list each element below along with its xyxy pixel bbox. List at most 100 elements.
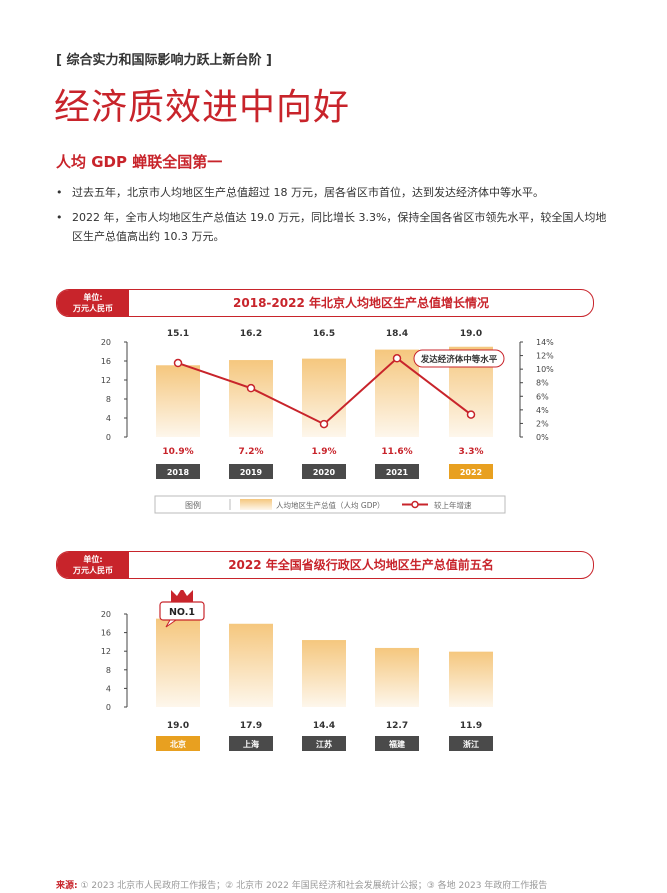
growth-point — [173, 358, 183, 368]
growth-point — [319, 419, 329, 429]
chart2-title: 2022 年全国省级行政区人均地区生产总值前五名 — [228, 558, 494, 572]
y-tick-label-right: 0% — [536, 433, 549, 442]
category-label: 北京 — [170, 739, 186, 749]
bar-value-label: 15.1 — [167, 329, 189, 339]
chart1-unit-label: 单位: — [83, 293, 103, 302]
y-tick-label-right: 14% — [536, 338, 554, 347]
category-label: 浙江 — [463, 739, 479, 749]
legend-bar-label: 人均地区生产总值（人均 GDP） — [276, 500, 385, 510]
y-tick-label: 12 — [101, 647, 111, 656]
growth-value-label: 11.6% — [381, 447, 412, 457]
bar — [156, 618, 200, 707]
bar-value-label: 19.0 — [460, 329, 482, 339]
y-tick-label-right: 2% — [536, 419, 549, 428]
bar — [375, 349, 419, 437]
category-label: 江苏 — [316, 739, 332, 749]
category-label: 上海 — [243, 739, 259, 749]
y-tick-label-left: 12 — [101, 376, 111, 385]
y-tick-label: 4 — [106, 684, 111, 693]
chart2-unit-label: 单位: — [83, 555, 103, 564]
bullet-list: 过去五年，北京市人均地区生产总值超过 18 万元，居各省区市首位，达到发达经济体… — [56, 183, 616, 252]
badge-box — [159, 601, 205, 621]
y-tick-label-right: 12% — [536, 352, 554, 361]
bar-value-label: 17.9 — [240, 721, 262, 731]
category-box — [302, 736, 346, 751]
y-tick-label-left: 16 — [101, 357, 111, 366]
category-box — [156, 464, 200, 479]
bar — [449, 651, 493, 707]
bar — [229, 360, 273, 437]
category-label: 2020 — [313, 468, 336, 477]
bullet-item: 过去五年，北京市人均地区生产总值超过 18 万元，居各省区市首位，达到发达经济体… — [56, 183, 616, 202]
source-note: 来源: ① 2023 北京市人民政府工作报告；② 北京市 2022 年国民经济和… — [56, 878, 547, 891]
chart2-province-ranking: 0 4 8 12 16 20 19.0 北京 17.9 上海 14.4 江苏 12.7 福建 11.9 浙江 N… — [101, 590, 493, 751]
legend-line-marker — [411, 500, 419, 509]
category-box — [156, 736, 200, 751]
bar-value-label: 14.4 — [313, 721, 335, 731]
source-text: ① 2023 北京市人民政府工作报告；② 北京市 2022 年国民经济和社会发展… — [80, 881, 548, 891]
category-label: 2019 — [240, 468, 263, 477]
y-tick-label-right: 6% — [536, 392, 549, 401]
category-box — [449, 464, 493, 479]
y-tick-label-left: 4 — [106, 414, 111, 423]
category-label: 福建 — [388, 739, 406, 749]
legend-bar-swatch — [240, 499, 272, 510]
chart1-header: 单位: 万元人民币 2018-2022 年北京人均地区生产总值增长情况 — [56, 289, 594, 317]
source-label: 来源: — [56, 881, 78, 891]
bar-value-label: 16.2 — [240, 329, 262, 339]
category-box — [229, 736, 273, 751]
chart2-unit-value: 万元人民币 — [73, 566, 113, 575]
annotation-callout — [413, 349, 505, 368]
bar — [302, 640, 346, 707]
bar — [229, 623, 273, 707]
bar — [375, 647, 419, 707]
chart1-gdp-growth: 0 4 8 12 16 20 0% 2% 4% 6% 8% 10% 12% 14% 15.1 16.2 16.5… — [101, 329, 554, 514]
chart2-header: 单位: 万元人民币 2022 年全国省级行政区人均地区生产总值前五名 — [56, 551, 594, 579]
category-box — [375, 464, 419, 479]
bar — [156, 365, 200, 437]
category-label: 2018 — [167, 468, 190, 477]
section-subtitle: 人均 GDP 蝉联全国第一 — [56, 153, 223, 171]
category-label: 2022 — [460, 468, 482, 477]
growth-point — [466, 410, 476, 419]
category-box — [302, 464, 346, 479]
chart1-title: 2018-2022 年北京人均地区生产总值增长情况 — [233, 296, 489, 310]
legend-title: 图例 — [185, 500, 201, 510]
crown-icon — [171, 590, 193, 602]
chart2-unit-tab: 单位: 万元人民币 — [57, 552, 129, 578]
growth-value-label: 3.3% — [459, 447, 484, 457]
y-tick-label-right: 4% — [536, 406, 549, 415]
chart1-unit-value: 万元人民币 — [73, 304, 113, 313]
bar-value-label: 16.5 — [313, 329, 335, 339]
annotation-text: 发达经济体中等水平 — [420, 354, 498, 365]
legend-line-label: 较上年增速 — [434, 500, 472, 510]
y-tick-label-right: 8% — [536, 379, 549, 388]
page-title: 经济质效进中向好 — [54, 87, 351, 128]
y-tick-label-right: 10% — [536, 365, 554, 374]
category-box — [375, 736, 419, 751]
category-box — [229, 464, 273, 479]
growth-value-label: 7.2% — [239, 447, 264, 457]
y-tick-label-left: 20 — [101, 338, 111, 347]
bullet-item: 2022 年，全市人均地区生产总值达 19.0 万元，同比增长 3.3%，保持全… — [56, 208, 616, 246]
chart1-unit-tab: 单位: 万元人民币 — [57, 290, 129, 316]
bar-value-label: 11.9 — [460, 721, 482, 731]
growth-point — [246, 383, 256, 393]
bar-value-label: 12.7 — [386, 721, 408, 731]
y-tick-label: 0 — [106, 703, 111, 712]
chart1-legend: 图例 人均地区生产总值（人均 GDP） 较上年增速 — [154, 495, 506, 514]
y-tick-label-left: 0 — [106, 433, 111, 442]
badge-text: NO.1 — [169, 607, 195, 618]
y-tick-label: 20 — [101, 610, 111, 619]
category-box — [449, 736, 493, 751]
bar-value-label: 18.4 — [386, 329, 408, 339]
y-tick-label-left: 8 — [106, 395, 111, 404]
badge-tail — [165, 619, 178, 628]
bar-value-label: 19.0 — [167, 721, 189, 731]
y-tick-label: 8 — [106, 666, 111, 675]
growth-value-label: 10.9% — [162, 447, 193, 457]
growth-point — [392, 354, 402, 363]
category-label: 2021 — [386, 468, 409, 477]
section-tag: [ 综合实力和国际影响力跃上新台阶 ] — [56, 53, 272, 68]
growth-value-label: 1.9% — [312, 447, 337, 457]
